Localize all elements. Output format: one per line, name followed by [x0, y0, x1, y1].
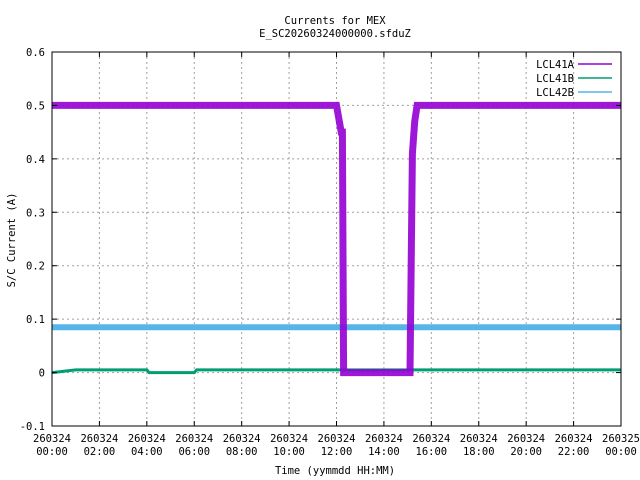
x-tick-label-time: 08:00 [226, 446, 258, 458]
legend: LCL41A LCL41B LCL42B [536, 59, 612, 99]
x-tick-label-time: 20:00 [510, 446, 542, 458]
x-tick-label-time: 22:00 [558, 446, 590, 458]
x-tick-label-date: 260324 [365, 433, 403, 445]
legend-label-lcl41b: LCL41B [536, 73, 574, 85]
x-tick-label-date: 260324 [460, 433, 498, 445]
x-tick-label-time: 14:00 [368, 446, 400, 458]
x-tick-label-date: 260324 [223, 433, 261, 445]
x-tick-label-time: 10:00 [273, 446, 305, 458]
x-tick-label-date: 260324 [318, 433, 356, 445]
legend-label-lcl42b: LCL42B [536, 87, 574, 99]
series-line-lcl41a [52, 101, 621, 377]
y-tick-label: -0.1 [20, 421, 45, 433]
x-tick-label-date: 260324 [80, 433, 118, 445]
x-tick-label-date: 260324 [507, 433, 545, 445]
chart-title: Currents for MEX [284, 15, 386, 27]
x-axis-label: Time (yymmdd HH:MM) [275, 465, 395, 477]
x-tick-label-time: 00:00 [605, 446, 637, 458]
y-tick-label: 0.2 [26, 261, 45, 273]
y-tick-label: 0.1 [26, 314, 45, 326]
x-tick-label-time: 18:00 [463, 446, 495, 458]
grid-layer [52, 52, 621, 426]
x-tick-label-date: 260324 [270, 433, 308, 445]
y-tick-label: 0.3 [26, 207, 45, 219]
x-tick-label-time: 12:00 [321, 446, 353, 458]
y-tick-label: 0.5 [26, 100, 45, 112]
x-tick-label-date: 260324 [412, 433, 450, 445]
x-tick-label-time: 00:00 [36, 446, 68, 458]
y-tick-label: 0 [39, 368, 45, 380]
series-line-lcl41b [51, 368, 621, 375]
x-tick-label-time: 04:00 [131, 446, 163, 458]
series-layer [51, 101, 621, 377]
y-tick-label: 0.4 [26, 154, 45, 166]
legend-label-lcl41a: LCL41A [536, 59, 575, 71]
x-tick-label-date: 260324 [128, 433, 166, 445]
tick-layer: -0.100.10.20.30.40.50.626032400:00260324… [20, 47, 640, 458]
chart-subtitle: E_SC20260324000000.sfduZ [259, 28, 411, 40]
x-tick-label-time: 06:00 [178, 446, 210, 458]
y-tick-label: 0.6 [26, 47, 45, 59]
x-tick-label-date: 260324 [175, 433, 213, 445]
x-tick-label-date: 260324 [555, 433, 593, 445]
x-tick-label-date: 260324 [33, 433, 71, 445]
x-tick-label-date: 260325 [602, 433, 640, 445]
x-tick-label-time: 02:00 [84, 446, 116, 458]
y-axis-label: S/C Current (A) [6, 193, 18, 288]
x-tick-label-time: 16:00 [416, 446, 448, 458]
